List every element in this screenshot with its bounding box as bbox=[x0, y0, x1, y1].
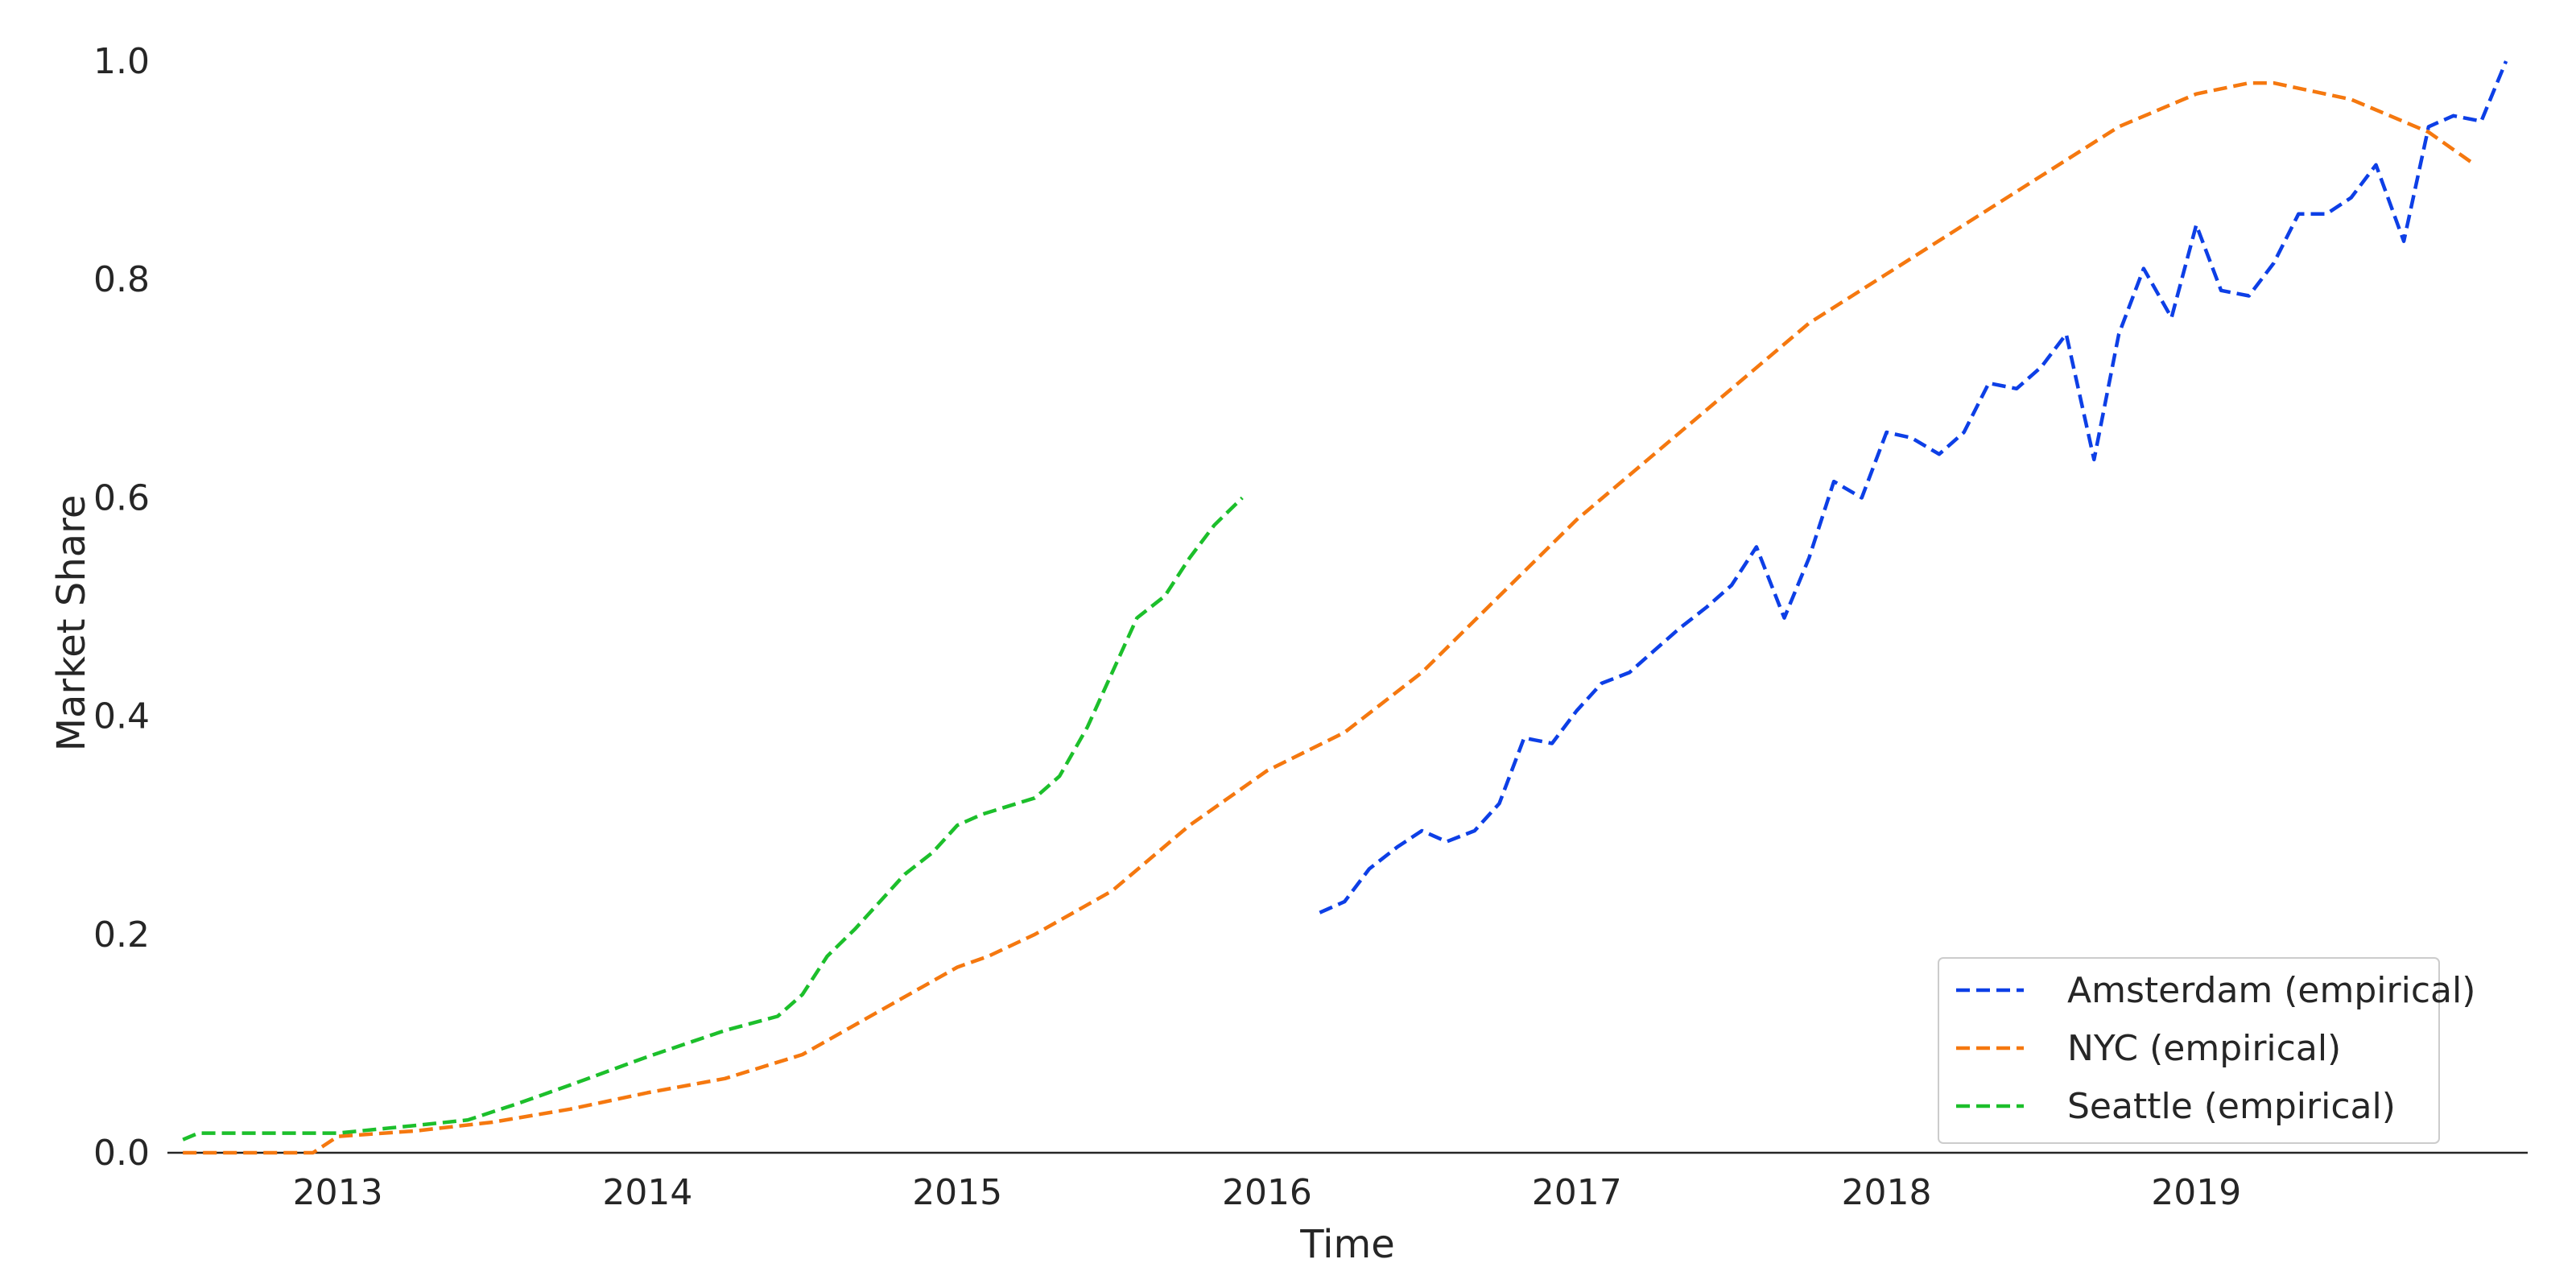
x-tick-label: 2016 bbox=[1222, 1172, 1312, 1213]
legend: Amsterdam (empirical) NYC (empirical) Seat… bbox=[1938, 957, 2475, 1144]
x-tick-label: 2013 bbox=[293, 1172, 383, 1213]
legend-label-2: NYC (empirical) bbox=[2067, 1028, 2341, 1069]
y-tick-label: 0.6 bbox=[93, 477, 150, 518]
x-tick-label: 2018 bbox=[1842, 1172, 1932, 1213]
y-tick-label: 0.4 bbox=[93, 696, 150, 737]
x-tick-label: 2019 bbox=[2151, 1172, 2241, 1213]
plot-area: 2013 2014 2015 2016 2017 2018 2019 0.00.20.40.… bbox=[93, 41, 2528, 1213]
y-tick-label: 0.0 bbox=[93, 1133, 150, 1174]
x-axis-title: Time bbox=[1299, 1222, 1394, 1267]
legend-label-3: Seattle (empirical) bbox=[2067, 1086, 2396, 1127]
x-tick-label: 2014 bbox=[602, 1172, 692, 1213]
series-layer bbox=[182, 60, 2508, 1155]
y-tick-label: 1.0 bbox=[93, 41, 150, 82]
x-axis-ticks: 2013 2014 2015 2016 2017 2018 2019 bbox=[293, 1172, 2242, 1213]
series-line-3 bbox=[182, 496, 1244, 1141]
x-tick-label: 2017 bbox=[1532, 1172, 1622, 1213]
y-axis-ticks: 0.0 0.2 0.4 0.6 0.8 1.0 bbox=[93, 41, 150, 1174]
y-tick-label: 0.8 bbox=[93, 259, 150, 300]
series-line-1 bbox=[1319, 60, 2508, 914]
x-tick-label: 2015 bbox=[912, 1172, 1002, 1213]
legend-box bbox=[1938, 957, 2440, 1144]
y-tick-label: 0.2 bbox=[93, 914, 150, 956]
y-axis-title: Market Share bbox=[49, 495, 94, 752]
legend-label-1: Amsterdam (empirical) bbox=[2067, 970, 2475, 1011]
